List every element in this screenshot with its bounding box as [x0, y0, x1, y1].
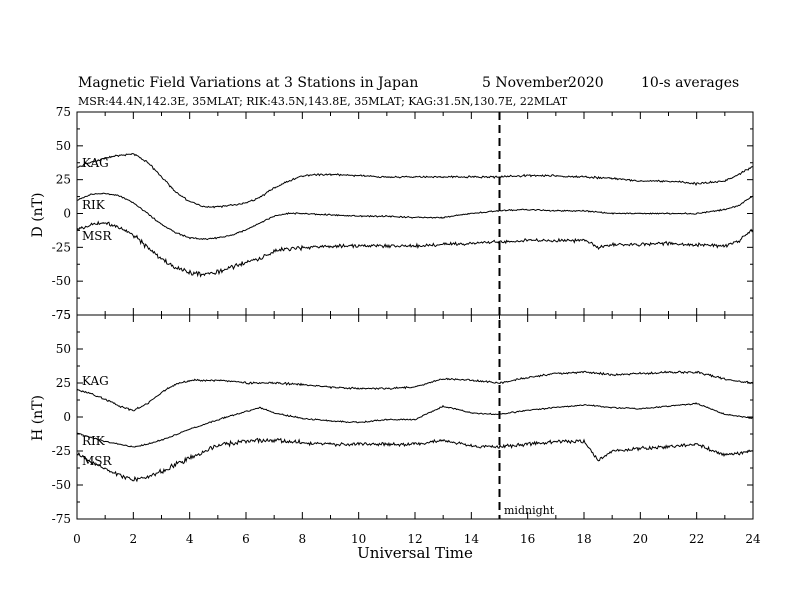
- y-tick-label-d-1: 50: [56, 139, 71, 153]
- y-tick-label-h-1: 50: [56, 342, 71, 356]
- series-label-d-msr: MSR: [82, 229, 113, 243]
- y-tick-label-d-2: 25: [56, 173, 71, 187]
- y-tick-label-h-4: -25: [52, 444, 71, 458]
- x-tick-label-3: 6: [242, 532, 250, 546]
- y-tick-label-h-3: 0: [63, 410, 71, 424]
- series-line-h-kag: [76, 370, 754, 412]
- series-label-d-kag: KAG: [82, 156, 109, 170]
- chart-title: Magnetic Field Variations at 3 Stations …: [78, 75, 418, 91]
- station-list: MSR:44.4N,142.3E, 35MLAT; RIK:43.5N,143.…: [78, 95, 568, 108]
- chart-date: 5 November: [482, 75, 570, 91]
- series-label-d-rik: RIK: [82, 198, 106, 212]
- x-axis-label: Universal Time: [357, 544, 473, 562]
- chart-averaging: 10-s averages: [641, 75, 739, 91]
- chart-year: 2020: [568, 75, 604, 91]
- x-tick-label-8: 16: [520, 532, 535, 546]
- midnight-label: midnight: [504, 504, 555, 517]
- x-tick-label-2: 4: [186, 532, 194, 546]
- x-tick-label-12: 24: [745, 532, 761, 546]
- x-tick-label-11: 22: [689, 532, 704, 546]
- x-tick-label-0: 0: [73, 532, 81, 546]
- panel-h-frame: [76, 314, 754, 520]
- series-label-h-msr: MSR: [82, 454, 113, 468]
- x-tick-label-9: 18: [576, 532, 591, 546]
- series-line-h-msr: [76, 437, 754, 483]
- y-tick-label-d-5: -50: [52, 274, 71, 288]
- y-tick-label-d-6: -75: [52, 308, 71, 322]
- x-tick-label-6: 12: [407, 532, 422, 546]
- y-tick-label-d-3: 0: [63, 207, 71, 221]
- series-line-d-rik: [76, 192, 754, 241]
- x-tick-label-4: 8: [299, 532, 307, 546]
- y-tick-label-h-6: -75: [52, 512, 71, 526]
- x-tick-label-5: 10: [351, 532, 366, 546]
- y-tick-label-d-0: 75: [56, 105, 71, 119]
- y-tick-label-h-2: 25: [56, 376, 71, 390]
- series-label-h-rik: RIK: [82, 434, 106, 448]
- series-label-h-kag: KAG: [82, 374, 109, 388]
- h-axis-label: H (nT): [30, 395, 46, 441]
- d-axis-label: D (nT): [30, 193, 46, 238]
- x-tick-label-10: 20: [633, 532, 648, 546]
- x-tick-label-7: 14: [464, 532, 480, 546]
- y-tick-label-d-4: -25: [52, 240, 71, 254]
- y-tick-label-h-5: -50: [52, 478, 71, 492]
- y-tick-label-h-0: 75: [56, 308, 71, 322]
- x-tick-label-1: 2: [130, 532, 138, 546]
- series-line-h-rik: [76, 402, 754, 448]
- series-line-d-msr: [76, 220, 754, 278]
- series-line-d-kag: [77, 153, 754, 209]
